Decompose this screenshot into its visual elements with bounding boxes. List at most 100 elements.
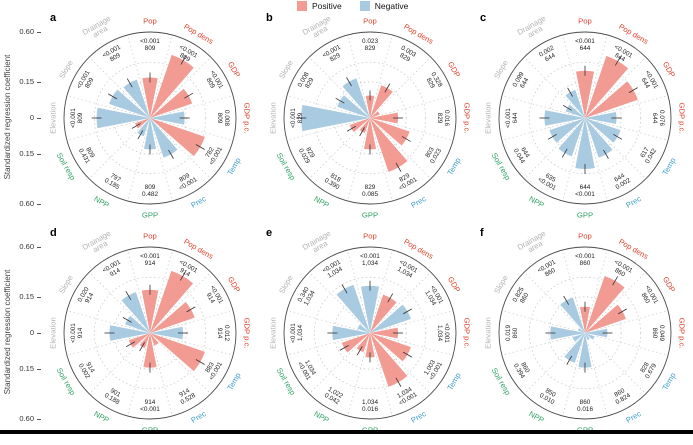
value-label: <0.0011,034 [422,284,444,308]
grid-spoke [158,126,212,180]
value-label: 1,0220.042 [323,386,344,406]
grid-spoke [596,335,669,356]
category-label-gdp-p-c-: GDP p.c. [678,102,687,133]
value-label: <0.001914 [70,323,84,343]
grid-spoke [158,271,212,325]
grid-spoke [161,120,234,141]
value-label: 0.003829 [396,45,417,65]
value-label: 0.012914 [216,325,230,341]
grid-spoke [66,310,139,331]
value-label: <0.001644 [505,108,519,128]
polar-chart-svg: <0.001 914 <0.001914 <0.001914 0.012914 883<0… [49,229,252,435]
value-label: 0.825860 [512,286,532,307]
y-axis-tick-row1: 0 [29,113,34,122]
bar-pop [141,289,159,333]
grid-spoke [88,126,142,180]
error-tick [341,284,348,294]
bar-npp [137,118,150,137]
category-label-slope: Slope [57,59,75,81]
value-label: <0.0011,034 [395,259,419,281]
y-axis-tick-row2: 0.60 [19,414,34,423]
bar-pop-dens [370,294,397,333]
category-label-prec: Prec [624,409,642,425]
bar-prec [585,118,613,158]
outer-ring [63,31,237,205]
error-tick [387,293,394,303]
bar-prec [585,333,590,341]
grid-spoke [161,310,234,331]
error-tick [125,290,132,301]
grid-spoke [152,129,173,202]
category-label-soil-resp: Soil resp [275,151,298,181]
grid-spoke [88,271,142,325]
value-label: 860 0.016 [577,399,593,413]
error-tick [566,355,573,365]
bar-gdp [370,304,411,333]
error-tick [628,87,638,93]
category-label-soil-resp: Soil resp [55,151,78,181]
grid-spoke [596,310,669,331]
value-label: 0.019860 [505,325,519,341]
category-label-npp: NPP [92,194,110,210]
bar-gpp [365,333,375,358]
grid-spoke [501,310,574,331]
legend-label-negative: Negative [374,1,409,11]
grid-spoke [587,249,608,322]
value-label: 8500.010 [538,386,559,406]
value-label: <0.001829 [290,108,304,128]
value-label: 0.008829 [297,71,317,92]
category-label-soil-resp: Soil resp [490,366,513,396]
grid-spoke [378,126,432,180]
grid-spoke [596,120,669,141]
bar-elevation [96,107,150,129]
bar-pop [365,95,375,118]
value-label: 1,034<0.001 [394,385,418,407]
error-tick [184,92,194,99]
outer-ring [498,31,672,205]
bar-pop [142,77,158,118]
grid-spoke [381,120,454,141]
category-label-gdp: GDP [226,60,242,79]
error-tick [107,93,118,100]
value-label: <0.001809 [76,69,98,93]
bar-pop [360,285,380,333]
grid-spoke [587,129,608,202]
grid-spoke [593,126,647,180]
bar-drainage-area [123,79,150,118]
category-label-gdp: GDP [661,60,677,79]
error-tick [395,162,402,172]
grid-spoke [501,120,574,141]
value-label: <0.0011,034 [436,323,450,343]
outer-ring [283,31,457,205]
error-tick [402,351,413,358]
value-label: 9140.528 [176,386,197,406]
grid-spoke [88,56,142,110]
category-label-elevation: Elevation [49,317,58,349]
category-label-temp: Temp [225,156,242,177]
value-label: <0.001914 [101,258,125,280]
polar-chart-panel-d: <0.001 914 <0.001914 <0.001914 0.012914 883<0… [38,226,262,445]
polar-chart-svg: <0.001 644 <0.001644 <0.001644 0.076644 6170.… [484,14,687,220]
category-label-prec: Prec [409,194,427,210]
error-tick [612,276,618,286]
error-tick [356,346,363,356]
category-label-gdp-p-c-: GDP p.c. [463,102,472,133]
polar-chart-panel-e: <0.001 1,034 <0.0011,034 <0.0011,034 <0.0011… [258,226,482,445]
bar-npp [356,333,370,353]
value-label: 0.008809 [216,110,230,126]
grid-spoke [562,34,583,107]
bar-elevation [109,325,150,341]
category-label-slope: Slope [277,274,295,296]
bar-soil-resp [349,118,370,133]
legend-item-negative: Negative [359,1,409,11]
bar-pop-dens [150,54,194,118]
grid-spoke [523,56,577,110]
error-tick [186,306,196,313]
grid-spoke [372,129,393,202]
category-label-gpp: GPP [577,211,593,220]
grid-spoke [66,335,139,356]
value-label: 644 <0.001 [575,184,595,198]
bar-npp [564,333,585,363]
